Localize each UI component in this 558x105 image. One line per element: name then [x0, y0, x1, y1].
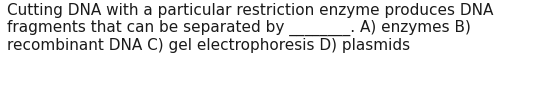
Text: Cutting DNA with a particular restriction enzyme produces DNA
fragments that can: Cutting DNA with a particular restrictio… — [7, 3, 493, 53]
